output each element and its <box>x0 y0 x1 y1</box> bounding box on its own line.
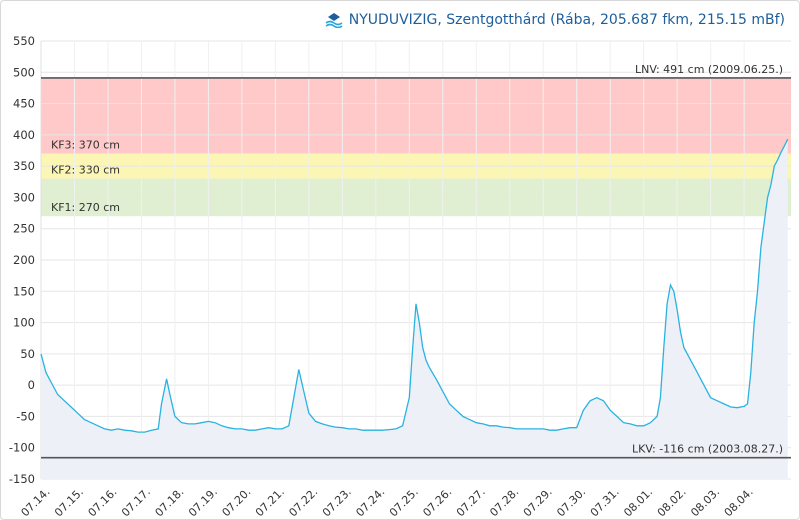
water-level-line <box>40 138 789 433</box>
y-tick-label: 350 <box>13 159 35 173</box>
y-tick-label: 500 <box>13 65 35 79</box>
x-tick-label: 07.23. <box>320 485 354 519</box>
nyuduvizig-logo-icon <box>325 13 343 28</box>
x-tick-label: 07.26. <box>420 485 454 519</box>
x-tick-label: 07.20. <box>220 485 254 519</box>
x-tick-label: 07.15. <box>52 485 86 519</box>
reference-lines: LNV: 491 cm (2009.06.25.) LKV: -116 cm (2… <box>41 63 791 459</box>
band-labels: KF3: 370 cm KF2: 330 cm KF1: 270 cm <box>51 139 120 215</box>
x-tick-label: 08.04. <box>722 485 756 519</box>
x-tick-label: 08.02. <box>655 485 689 519</box>
chart-title: NYUDUVIZIG, Szentgotthárd (Rába, 205.687… <box>348 12 785 28</box>
x-tick-label: 07.19. <box>186 485 220 519</box>
x-tick-label: 07.31. <box>588 485 622 519</box>
x-tick-label: 07.24. <box>353 485 387 519</box>
alert-band-label-1: KF3: 370 cm <box>51 139 120 152</box>
y-tick-label: 550 <box>13 34 35 48</box>
x-tick-label: 08.03. <box>688 485 722 519</box>
x-tick-label: 07.30. <box>554 485 588 519</box>
x-tick-label: 07.25. <box>387 485 421 519</box>
y-tick-label: 300 <box>13 190 35 204</box>
y-tick-label: 400 <box>13 128 35 142</box>
alert-band-label-2: KF2: 330 cm <box>51 164 120 177</box>
x-tick-label: 07.21. <box>253 485 287 519</box>
x-tick-label: 07.14. <box>19 485 53 519</box>
alert-band-1 <box>41 77 791 154</box>
x-tick-label: 07.16. <box>86 485 120 519</box>
y-tick-label: 100 <box>13 316 35 330</box>
x-tick-label: 07.27. <box>454 485 488 519</box>
y-tick-label: 0 <box>28 378 35 392</box>
y-tick-label: 50 <box>20 347 35 361</box>
reference-line-label-2: LKV: -116 cm (2003.08.27.) <box>632 443 783 456</box>
y-tick-label: 450 <box>13 97 35 111</box>
x-tick-label: 08.01. <box>621 485 655 519</box>
x-tick-label: 07.22. <box>286 485 320 519</box>
y-tick-label: 200 <box>13 253 35 267</box>
x-tick-label: 07.17. <box>119 485 153 519</box>
y-tick-label: 250 <box>13 222 35 236</box>
y-tick-label: -50 <box>16 409 35 423</box>
x-axis-ticks: 07.14. 07.15. 07.16. 07.17. 07.18. 07.19. 07.2… <box>19 485 756 519</box>
series-line-group <box>40 138 789 433</box>
alert-bands <box>41 77 791 217</box>
reference-line-label-1: LNV: 491 cm (2009.06.25.) <box>635 63 783 76</box>
x-tick-label: 07.18. <box>153 485 187 519</box>
y-axis-ticks: -150 -100 -50 0 50 100 150 200 250 300 350 400 450 50… <box>9 34 35 486</box>
alert-band-label-3: KF1: 270 cm <box>51 201 120 214</box>
x-tick-label: 07.29. <box>521 485 555 519</box>
series-area <box>41 139 788 479</box>
y-tick-label: -100 <box>9 441 35 455</box>
y-tick-label: -150 <box>9 472 35 486</box>
series-area-fill <box>41 139 788 479</box>
chart-header: NYUDUVIZIG, Szentgotthárd (Rába, 205.687… <box>325 10 785 30</box>
y-tick-label: 150 <box>13 284 35 298</box>
x-tick-label: 07.28. <box>487 485 521 519</box>
